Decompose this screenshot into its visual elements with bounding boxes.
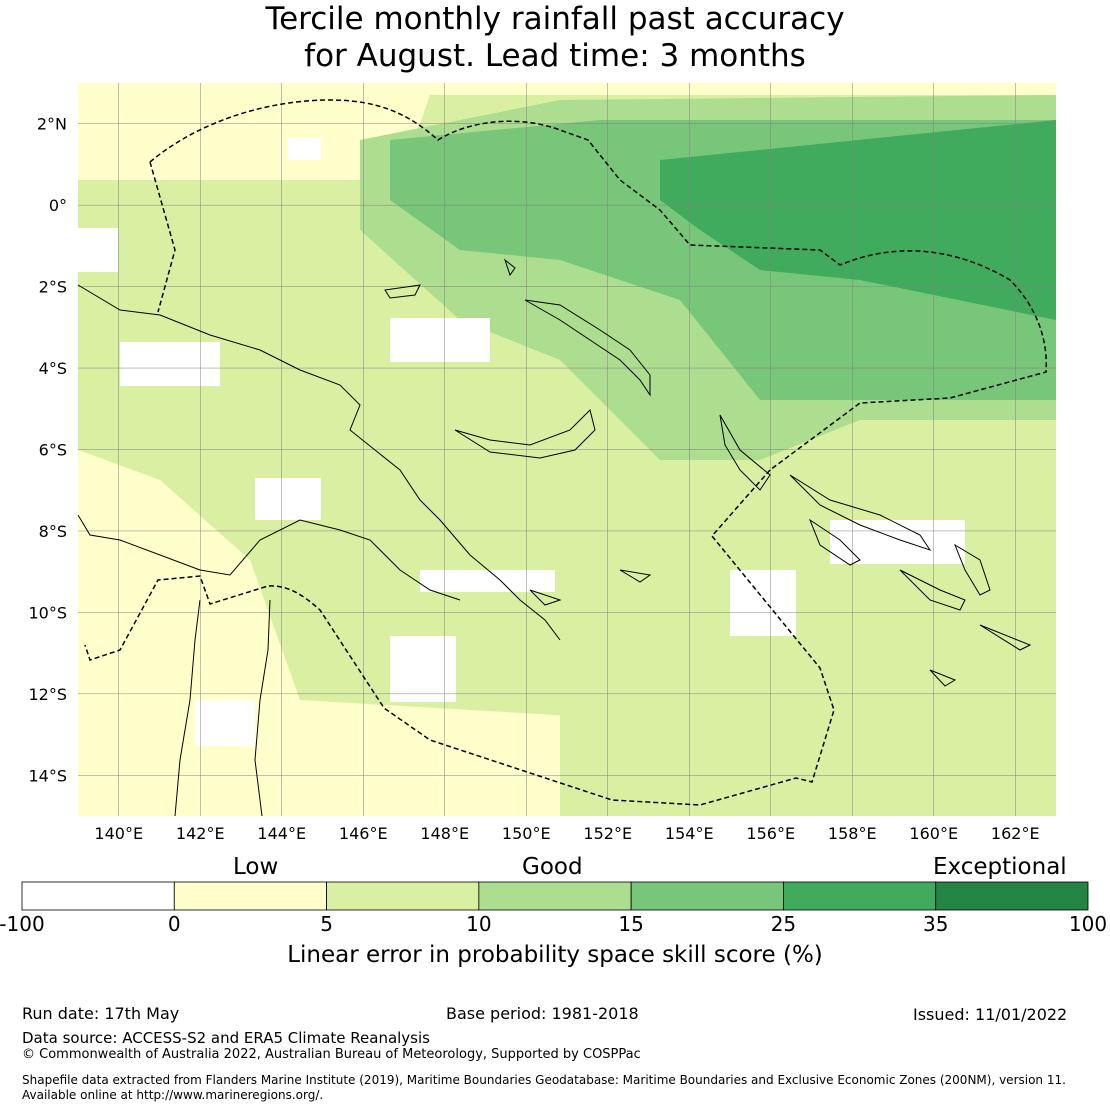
- latitude-tick-label: 4°S: [39, 359, 67, 378]
- latitude-tick-label: 10°S: [28, 603, 67, 622]
- graticule: [78, 83, 1056, 816]
- longitude-tick-label: 142°E: [176, 824, 225, 843]
- eez-boundaries: [84, 99, 1048, 806]
- colorbar-tick-label: -100: [0, 912, 45, 936]
- longitude-tick-label: 152°E: [583, 824, 632, 843]
- eez-boundary-north: [149, 99, 1048, 471]
- shapefile-credit-line1: Shapefile data extracted from Flanders M…: [22, 1073, 1066, 1087]
- coastline-bougainville: [719, 414, 771, 491]
- colorbar-label: Linear error in probability space skill …: [287, 942, 823, 968]
- longitude-tick-label: 150°E: [502, 824, 551, 843]
- colorbar-tick-label: 25: [770, 912, 797, 936]
- map-title-line2: for August. Lead time: 3 months: [304, 38, 806, 74]
- category-exceptional: Exceptional: [933, 854, 1067, 880]
- longitude-tick-label: 140°E: [94, 824, 143, 843]
- colorbar-segment: [173, 881, 327, 911]
- longitude-tick-label: 162°E: [991, 824, 1040, 843]
- latitude-tick-labels: 2°N 0° 2°S 4°S 6°S 8°S 10°S 12°S 14°S: [28, 115, 67, 786]
- coastline-new-guinea: [77, 284, 561, 641]
- latitude-tick-label: 2°N: [37, 115, 67, 134]
- category-good: Good: [522, 854, 583, 880]
- longitude-tick-label: 160°E: [909, 824, 958, 843]
- colorbar-tick-label: 35: [922, 912, 949, 936]
- colorbar-tick-label: 5: [320, 912, 333, 936]
- coastlines: [77, 258, 1032, 817]
- copyright: © Commonwealth of Australia 2022, Austra…: [22, 1047, 641, 1062]
- zone-very-high: [660, 120, 1056, 320]
- latitude-tick-label: 12°S: [28, 685, 67, 704]
- colorbar-tick-label: 15: [618, 912, 644, 936]
- data-source: Data source: ACCESS-S2 and ERA5 Climate …: [22, 1029, 430, 1047]
- latitude-tick-label: 6°S: [39, 441, 67, 460]
- zone-negative: [420, 570, 555, 592]
- colorbar-tick-label: 100: [1068, 912, 1108, 936]
- colorbar-segment: [478, 881, 632, 911]
- shapefile-credit-line2: Available online at http://www.marinereg…: [22, 1088, 324, 1102]
- coastline-new-ireland: [524, 299, 651, 397]
- colorbar: [21, 881, 1089, 911]
- latitude-tick-label: 8°S: [39, 522, 67, 541]
- colorbar-segment: [326, 881, 480, 911]
- longitude-tick-label: 146°E: [339, 824, 388, 843]
- colorbar-tick-label: 0: [167, 912, 181, 936]
- base-period: Base period: 1981-2018: [446, 1004, 639, 1023]
- longitude-tick-label: 158°E: [828, 824, 877, 843]
- longitude-tick-label: 156°E: [746, 824, 795, 843]
- zone-negative: [288, 138, 321, 160]
- colorbar-segment: [783, 881, 937, 911]
- longitude-tick-label: 148°E: [420, 824, 469, 843]
- latitude-tick-label: 2°S: [39, 278, 67, 297]
- issued-date: Issued: 11/01/2022: [913, 1005, 1068, 1024]
- coastline-solomon-islands: [789, 474, 991, 611]
- coastline-australia: [174, 599, 271, 817]
- longitude-tick-labels: 140°E 142°E 144°E 146°E 148°E 150°E 152°E 154°E…: [94, 824, 1039, 843]
- colorbar-segment: [630, 881, 784, 911]
- zone-negative: [195, 700, 255, 746]
- longitude-tick-label: 154°E: [665, 824, 714, 843]
- latitude-tick-label: 14°S: [28, 766, 67, 785]
- run-date: Run date: 17th May: [22, 1004, 180, 1023]
- zone-negative: [120, 342, 220, 386]
- map-title-line1: Tercile monthly rainfall past accuracy: [265, 1, 845, 37]
- colorbar-segment: [935, 881, 1089, 911]
- colorbar-tick-label: 10: [466, 912, 492, 936]
- coastline-islands: [384, 258, 1032, 687]
- zone-negative: [830, 520, 965, 564]
- zone-good-south: [560, 520, 1056, 816]
- colorbar-segment: [21, 881, 175, 911]
- zone-negative: [390, 636, 456, 702]
- coastline-new-britain: [454, 409, 596, 459]
- zone-negative: [255, 478, 321, 520]
- longitude-tick-label: 144°E: [257, 824, 306, 843]
- zone-negative: [390, 318, 490, 362]
- category-low: Low: [233, 854, 279, 880]
- zone-negative: [78, 228, 118, 272]
- latitude-tick-label: 0°: [49, 196, 67, 215]
- skill-zones: [78, 95, 1056, 816]
